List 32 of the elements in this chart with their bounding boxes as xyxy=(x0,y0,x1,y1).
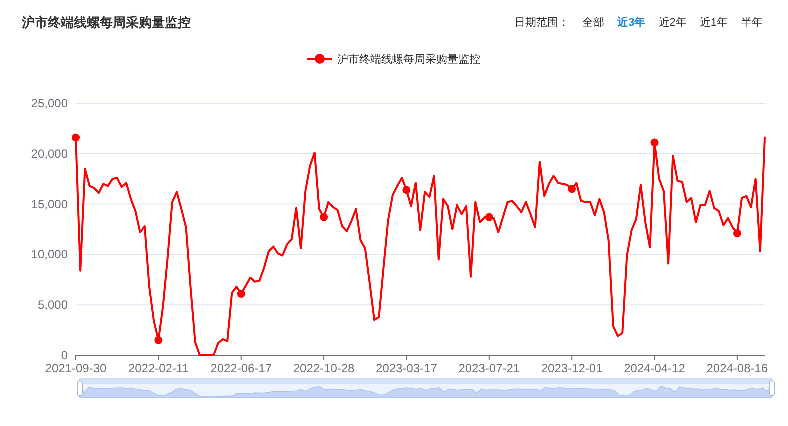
y-tick-label: 15,000 xyxy=(31,197,68,212)
date-range-label: 日期范围： xyxy=(514,17,570,29)
date-range-option: 近2年 xyxy=(658,17,687,29)
point xyxy=(650,138,659,147)
point xyxy=(154,336,163,344)
chart-title: 沪市终端线螺每周采购量监控 xyxy=(22,15,191,30)
y-tick-label: 10,000 xyxy=(31,248,68,262)
y-tick-label: 5,000 xyxy=(38,298,68,312)
x-tick-label: 2022-10-28 xyxy=(293,362,355,376)
point xyxy=(237,290,246,298)
point xyxy=(72,134,80,142)
point xyxy=(402,186,411,194)
y-tick-label: 25,000 xyxy=(31,96,68,110)
x-tick-label: 2024-08-16 xyxy=(706,362,768,376)
point xyxy=(320,213,328,222)
x-tick-label: 2022-06-17 xyxy=(210,362,272,376)
x-tick-label: 2021-09-30 xyxy=(45,362,107,376)
legend-label: 沪市终端线螺每周采购量监控 xyxy=(338,54,480,66)
point xyxy=(568,185,576,194)
point xyxy=(485,213,494,222)
date-range-option: 近1年 xyxy=(700,17,728,29)
x-tick-label: 2023-07-21 xyxy=(458,362,520,376)
x-tick-label: 2024-04-12 xyxy=(624,362,686,376)
y-tick-label: 20,000 xyxy=(31,146,68,161)
date-range-option: 全部 xyxy=(582,17,605,29)
x-tick-label: 2022-02-11 xyxy=(128,362,189,376)
y-tick-label: 0 xyxy=(61,348,68,362)
date-range-option: 半年 xyxy=(741,17,763,29)
x-tick-label: 2023-03-17 xyxy=(376,362,438,376)
x-tick-label: 2023-12-01 xyxy=(541,362,603,376)
point xyxy=(733,230,742,238)
date-range-option: 近3年 xyxy=(618,17,646,29)
